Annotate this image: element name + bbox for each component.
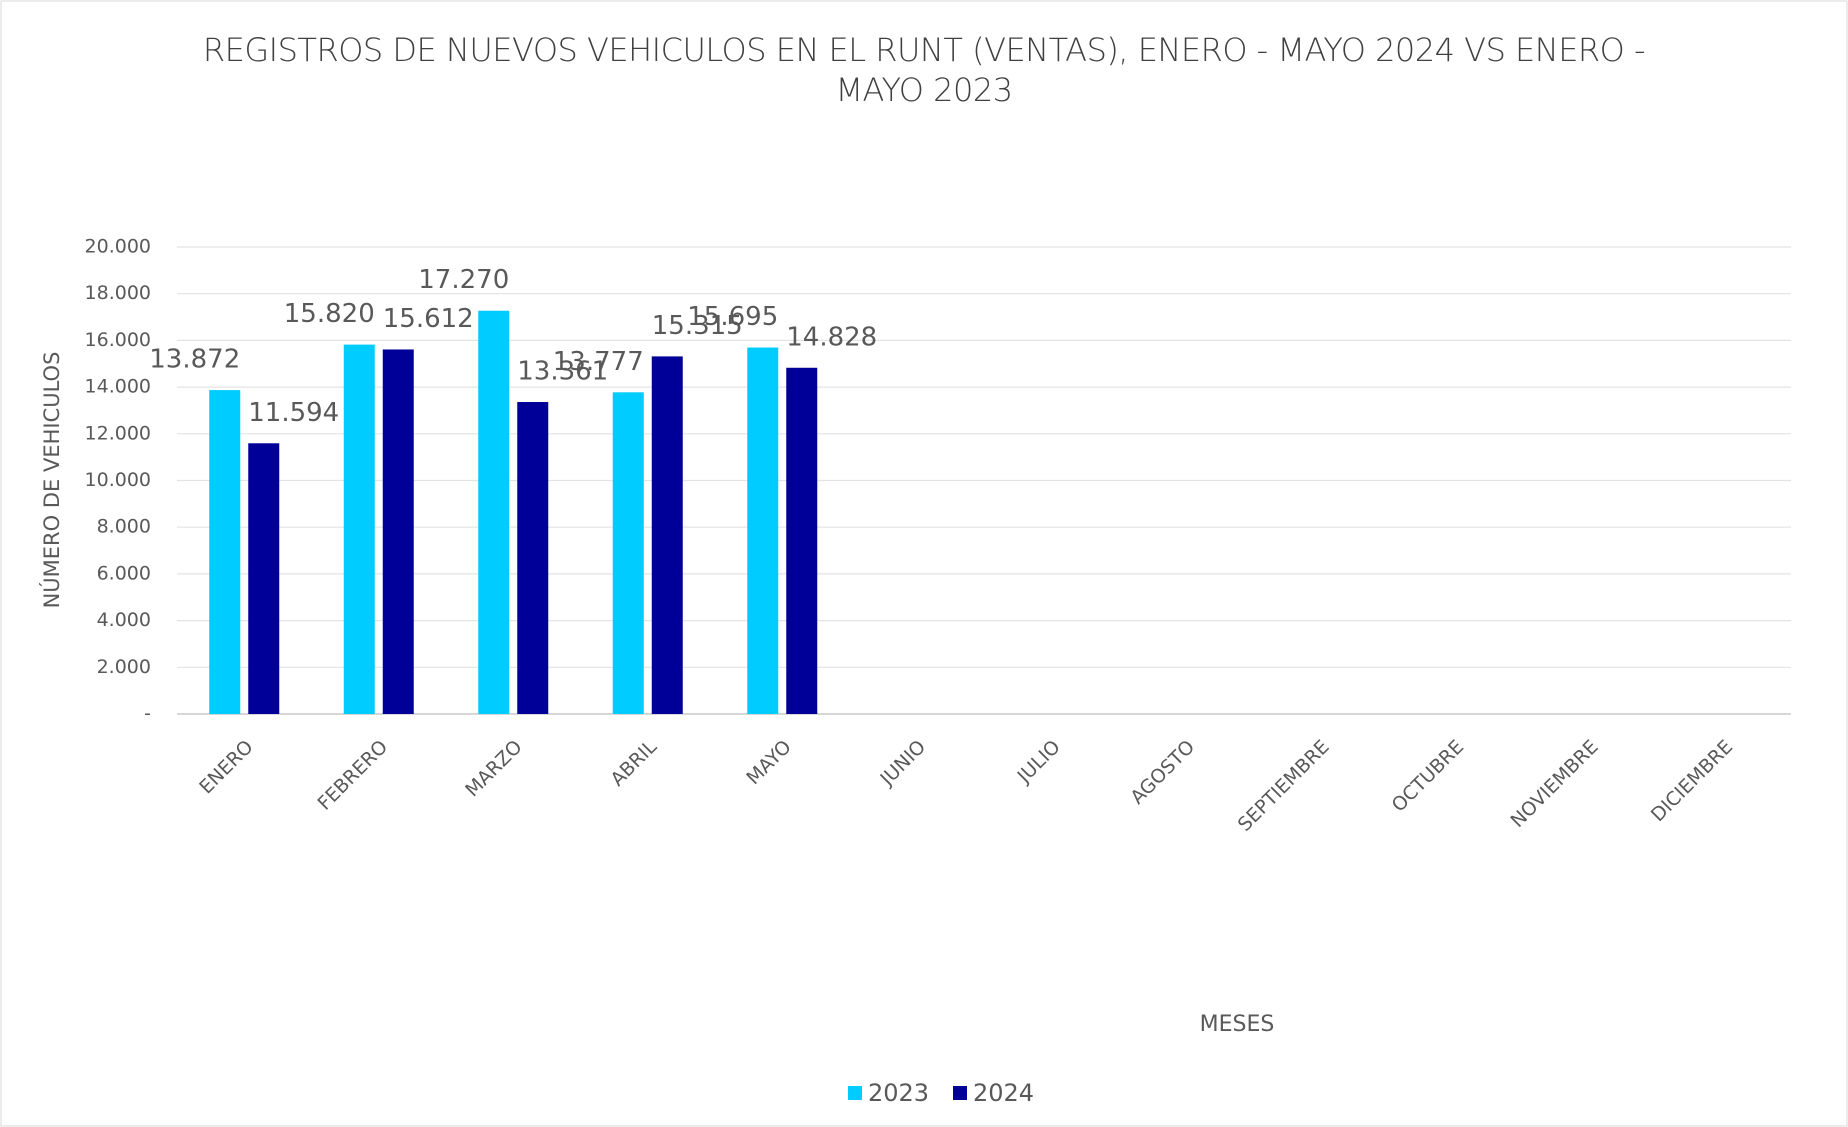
data-label: 13.777 <box>553 347 644 377</box>
x-tick-label: JUNIO <box>876 736 931 791</box>
x-tick-label: NOVIEMBRE <box>1506 736 1602 832</box>
chart-title: REGISTROS DE NUEVOS VEHICULOS EN EL RUNT… <box>202 31 1646 109</box>
bar <box>382 349 414 714</box>
legend-swatch <box>953 1086 967 1100</box>
data-label: 17.270 <box>418 265 509 295</box>
bar <box>209 390 241 714</box>
bar <box>478 310 510 714</box>
x-axis-title: MESES <box>1200 1012 1275 1037</box>
y-tick-label: 10.000 <box>85 469 151 491</box>
y-tick-label: 6.000 <box>97 562 151 584</box>
bar <box>651 356 683 714</box>
y-tick-label: 4.000 <box>97 609 151 631</box>
x-tick-label: ENERO <box>195 736 258 799</box>
y-tick-label: 12.000 <box>85 422 151 444</box>
data-label: 14.828 <box>786 322 877 352</box>
x-tick-label: DICIEMBRE <box>1647 736 1737 826</box>
x-tick-label: MARZO <box>461 736 526 801</box>
bar <box>248 443 280 714</box>
y-tick-label: 2.000 <box>97 656 151 678</box>
y-tick-label: 20.000 <box>85 236 151 258</box>
bar <box>747 347 779 714</box>
x-tick-label: MAYO <box>742 736 795 789</box>
legend-label: 2023 <box>868 1079 929 1107</box>
y-tick-label: - <box>144 703 151 725</box>
data-label: 11.594 <box>248 398 339 428</box>
bar <box>786 367 818 714</box>
bar <box>612 392 644 714</box>
data-label: 15.612 <box>383 304 474 334</box>
y-tick-label: 8.000 <box>97 516 151 538</box>
bar <box>343 344 375 714</box>
x-tick-label: ABRIL <box>606 736 661 791</box>
x-tick-label: OCTUBRE <box>1388 736 1469 817</box>
y-tick-label: 14.000 <box>85 376 151 398</box>
data-label: 13.361 <box>517 357 608 387</box>
data-label: 15.315 <box>652 311 743 341</box>
data-label: 13.872 <box>149 345 240 375</box>
legend-swatch <box>848 1086 862 1100</box>
data-label: 15.820 <box>284 299 375 329</box>
x-tick-label: FEBRERO <box>313 736 392 815</box>
bar <box>517 402 549 714</box>
x-tick-label: SEPTIEMBRE <box>1234 736 1334 836</box>
y-axis-title: NÚMERO DE VEHICULOS <box>39 352 64 609</box>
x-tick-label: AGOSTO <box>1126 736 1199 809</box>
data-label: 15.695 <box>687 302 778 332</box>
legend-label: 2024 <box>973 1079 1034 1107</box>
y-tick-label: 18.000 <box>85 282 151 304</box>
y-tick-label: 16.000 <box>85 329 151 351</box>
x-tick-label: JULIO <box>1013 736 1065 788</box>
